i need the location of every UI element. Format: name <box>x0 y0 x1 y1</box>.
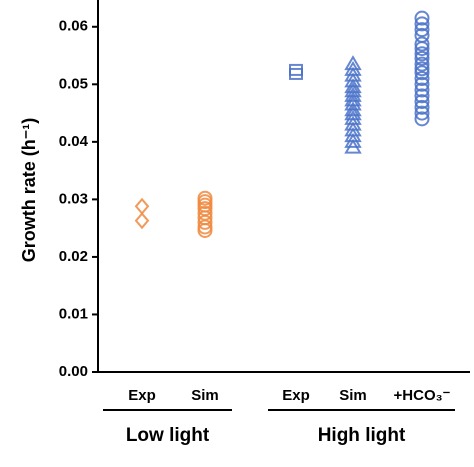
group-label: High light <box>318 425 406 446</box>
y-tick-label: 0.02 <box>59 248 88 265</box>
y-axis-label: Growth rate (h⁻¹) <box>19 118 39 263</box>
y-tick-label: 0.04 <box>59 133 89 150</box>
point <box>414 82 430 98</box>
point <box>414 36 430 52</box>
point <box>414 16 430 32</box>
group-label: Low light <box>126 425 210 446</box>
y-tick-label: 0.03 <box>59 190 88 207</box>
point <box>414 10 430 26</box>
point <box>414 50 430 66</box>
x-tick-label: +HCO₃⁻ <box>394 387 451 404</box>
y-tick-label: 0.01 <box>59 305 88 322</box>
point <box>289 67 303 80</box>
point <box>414 88 430 104</box>
point <box>414 65 430 81</box>
point <box>134 212 150 230</box>
point <box>414 105 430 121</box>
x-tick-label: Exp <box>282 387 310 404</box>
point <box>197 214 213 230</box>
y-tick-label: 0.00 <box>59 363 88 380</box>
point <box>344 95 362 111</box>
point <box>414 56 430 72</box>
point <box>414 94 430 110</box>
x-tick-label: Exp <box>128 387 156 404</box>
x-tick-label: Sim <box>191 387 219 404</box>
x-tick-label: Sim <box>339 387 367 404</box>
point <box>414 41 430 57</box>
y-tick-label: 0.05 <box>59 75 88 92</box>
point <box>414 61 430 77</box>
point <box>344 138 362 154</box>
y-tick-label: 0.06 <box>59 18 88 35</box>
point <box>344 86 362 102</box>
point <box>414 99 430 115</box>
point <box>344 72 362 88</box>
point <box>414 111 430 127</box>
point <box>134 197 150 215</box>
point <box>414 46 430 62</box>
point <box>414 71 430 87</box>
point <box>414 22 430 38</box>
point <box>197 222 213 238</box>
point <box>344 101 362 117</box>
point <box>344 132 362 148</box>
point <box>414 76 430 92</box>
